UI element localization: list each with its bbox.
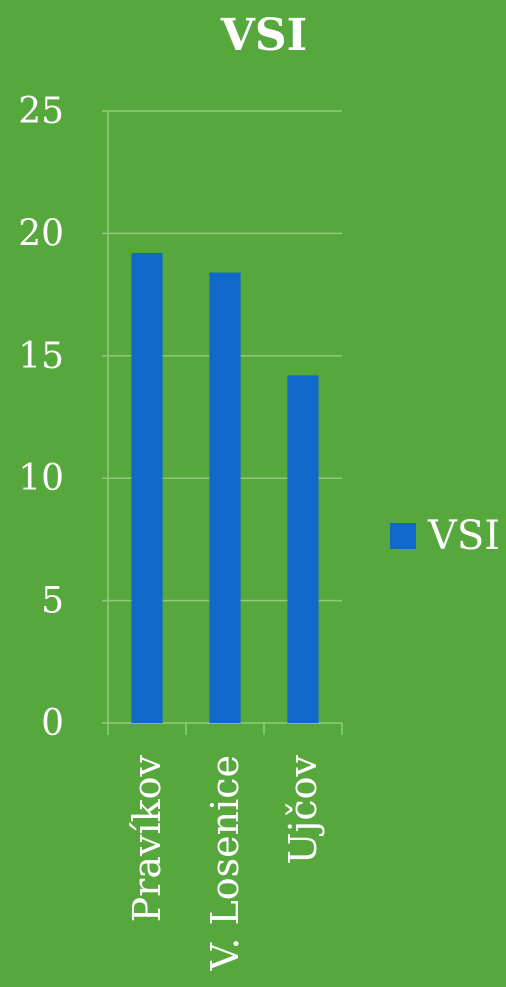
y-tick-label: 10: [18, 458, 64, 499]
bar-1: [131, 252, 163, 723]
y-tick-label: 5: [41, 581, 64, 622]
bar-2: [209, 272, 241, 723]
legend-swatch: [390, 523, 416, 549]
y-tick-labels: 0 5 10 15 20 25: [18, 91, 64, 744]
bar-3: [287, 375, 319, 723]
y-tick-label: 15: [18, 336, 64, 377]
y-tick-label: 0: [41, 703, 64, 744]
legend: VSI: [390, 513, 500, 559]
legend-label: VSI: [427, 513, 500, 559]
chart-title: VSI: [220, 10, 308, 61]
x-tick-label: Ujčov: [281, 754, 325, 864]
bars: [131, 252, 319, 723]
y-tick-label: 25: [18, 91, 64, 132]
x-tick-labels: Pravíkov V. Losenice Ujčov: [125, 754, 325, 971]
x-tick-label: Pravíkov: [125, 754, 169, 922]
x-tick-label: V. Losenice: [203, 755, 247, 971]
y-tick-label: 20: [18, 213, 64, 254]
